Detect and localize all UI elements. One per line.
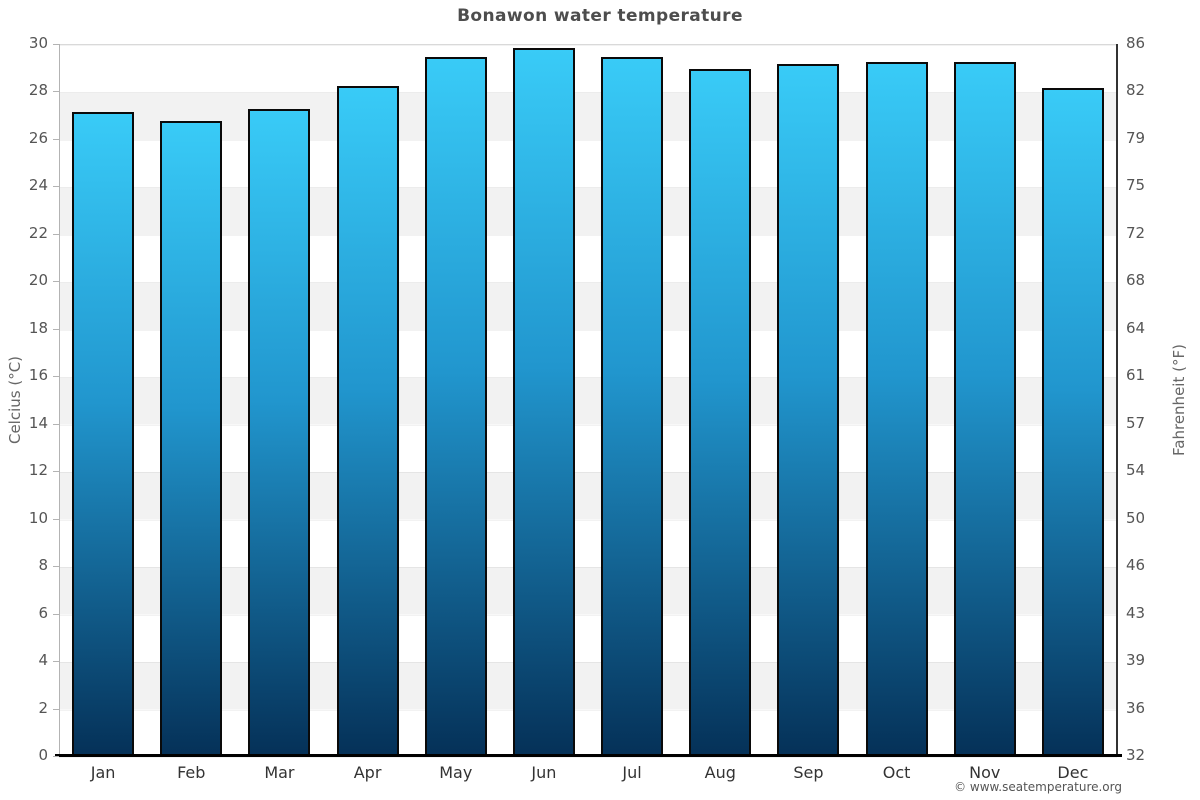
gridline xyxy=(59,329,1117,331)
y-axis-tick-mark xyxy=(53,328,59,330)
y-tick-label-fahrenheit: 46 xyxy=(1126,556,1146,575)
y-axis-tick-mark xyxy=(53,44,59,45)
y-tick-label-celsius: 14 xyxy=(28,413,48,432)
y-tick-label-fahrenheit: 64 xyxy=(1126,318,1146,337)
y-tick-label-celsius: 2 xyxy=(38,698,48,717)
y-axis-tick-mark xyxy=(53,518,59,520)
y-tick-label-fahrenheit: 50 xyxy=(1126,508,1146,527)
gridline xyxy=(59,234,1117,236)
bar-may xyxy=(424,57,487,757)
y-axis-tick-mark xyxy=(53,91,59,93)
gridline xyxy=(59,614,1117,616)
y-axis-tick-mark xyxy=(53,708,59,710)
bar-aug xyxy=(689,69,752,757)
y-tick-label-celsius: 4 xyxy=(38,651,48,670)
y-axis-tick-mark xyxy=(53,613,59,615)
y-tick-label-fahrenheit: 32 xyxy=(1126,746,1146,764)
x-tick-label-jun: Jun xyxy=(531,763,557,782)
y-tick-label-fahrenheit: 82 xyxy=(1126,81,1146,100)
x-axis-line xyxy=(55,754,1122,757)
y-tick-label-celsius: 20 xyxy=(28,271,48,290)
y-tick-label-fahrenheit: 61 xyxy=(1126,366,1146,385)
gridline xyxy=(59,662,1117,664)
gridline xyxy=(59,45,1117,46)
y-tick-label-celsius: 24 xyxy=(28,176,48,195)
x-tick-label-mar: Mar xyxy=(264,763,295,782)
y-axis-tick-mark xyxy=(53,281,59,283)
bar-jun xyxy=(512,47,575,757)
gridline xyxy=(59,282,1117,284)
x-tick-label-sep: Sep xyxy=(793,763,824,782)
x-tick-label-may: May xyxy=(439,763,473,782)
y-tick-label-celsius: 16 xyxy=(28,366,48,385)
gridline xyxy=(59,472,1117,474)
y-tick-label-celsius: 10 xyxy=(28,508,48,527)
y-tick-label-fahrenheit: 57 xyxy=(1126,413,1146,432)
y-tick-label-fahrenheit: 68 xyxy=(1126,271,1146,290)
y-axis-left-line xyxy=(59,44,60,756)
y-tick-label-celsius: 26 xyxy=(28,128,48,147)
y-tick-label-celsius: 18 xyxy=(28,318,48,337)
x-tick-label-nov: Nov xyxy=(969,763,1001,782)
x-tick-label-aug: Aug xyxy=(704,763,736,782)
y-tick-label-celsius: 28 xyxy=(28,81,48,100)
bar-apr xyxy=(336,85,399,757)
y-tick-label-celsius: 6 xyxy=(38,603,48,622)
y-axis-left-title: Celcius (°C) xyxy=(6,355,24,445)
y-tick-label-celsius: 12 xyxy=(28,461,48,480)
y-axis-right-title: Fahrenheit (°F) xyxy=(1170,344,1188,456)
y-tick-label-celsius: 8 xyxy=(38,556,48,575)
gridline xyxy=(59,519,1117,521)
y-axis-tick-mark xyxy=(53,756,59,757)
y-tick-label-fahrenheit: 72 xyxy=(1126,223,1146,242)
y-tick-label-fahrenheit: 54 xyxy=(1126,461,1146,480)
bar-oct xyxy=(865,62,928,757)
bar-mar xyxy=(248,109,311,757)
bar-dec xyxy=(1041,88,1104,757)
y-axis-right-line xyxy=(1116,44,1118,756)
gridline xyxy=(59,424,1117,426)
chart-title: Bonawon water temperature xyxy=(457,6,743,26)
y-tick-label-fahrenheit: 39 xyxy=(1126,651,1146,670)
x-tick-label-dec: Dec xyxy=(1057,763,1089,782)
x-tick-label-feb: Feb xyxy=(177,763,206,782)
attribution-link[interactable]: © www.seatemperature.org xyxy=(954,780,1122,794)
x-tick-label-jul: Jul xyxy=(622,763,642,782)
y-tick-label-celsius: 22 xyxy=(28,223,48,242)
y-tick-label-fahrenheit: 43 xyxy=(1126,603,1146,622)
gridline xyxy=(59,567,1117,569)
bar-sep xyxy=(777,64,840,757)
y-tick-label-celsius: 30 xyxy=(28,34,48,52)
x-tick-label-oct: Oct xyxy=(882,763,911,782)
gridline xyxy=(59,187,1117,189)
gridline xyxy=(59,377,1117,379)
y-axis-tick-mark xyxy=(53,661,59,663)
y-axis-tick-mark xyxy=(53,138,59,140)
bar-feb xyxy=(160,121,223,757)
gridline xyxy=(59,139,1117,141)
y-tick-label-fahrenheit: 75 xyxy=(1126,176,1146,195)
y-axis-tick-mark xyxy=(53,376,59,378)
gridline xyxy=(59,709,1117,711)
bar-nov xyxy=(953,62,1016,757)
y-axis-tick-mark xyxy=(53,471,59,473)
y-axis-tick-mark xyxy=(53,233,59,235)
y-tick-label-fahrenheit: 79 xyxy=(1126,128,1146,147)
x-tick-label-apr: Apr xyxy=(353,763,382,782)
y-axis-tick-mark xyxy=(53,423,59,425)
bar-jan xyxy=(72,111,135,757)
y-tick-label-fahrenheit: 36 xyxy=(1126,698,1146,717)
x-tick-label-jan: Jan xyxy=(90,763,116,782)
y-axis-tick-mark xyxy=(53,566,59,568)
plot-area xyxy=(59,44,1117,758)
y-tick-label-fahrenheit: 86 xyxy=(1126,34,1146,52)
bar-jul xyxy=(601,57,664,757)
gridline xyxy=(59,92,1117,94)
y-axis-tick-mark xyxy=(53,186,59,188)
gridline xyxy=(59,757,1117,758)
y-tick-label-celsius: 0 xyxy=(38,746,48,764)
